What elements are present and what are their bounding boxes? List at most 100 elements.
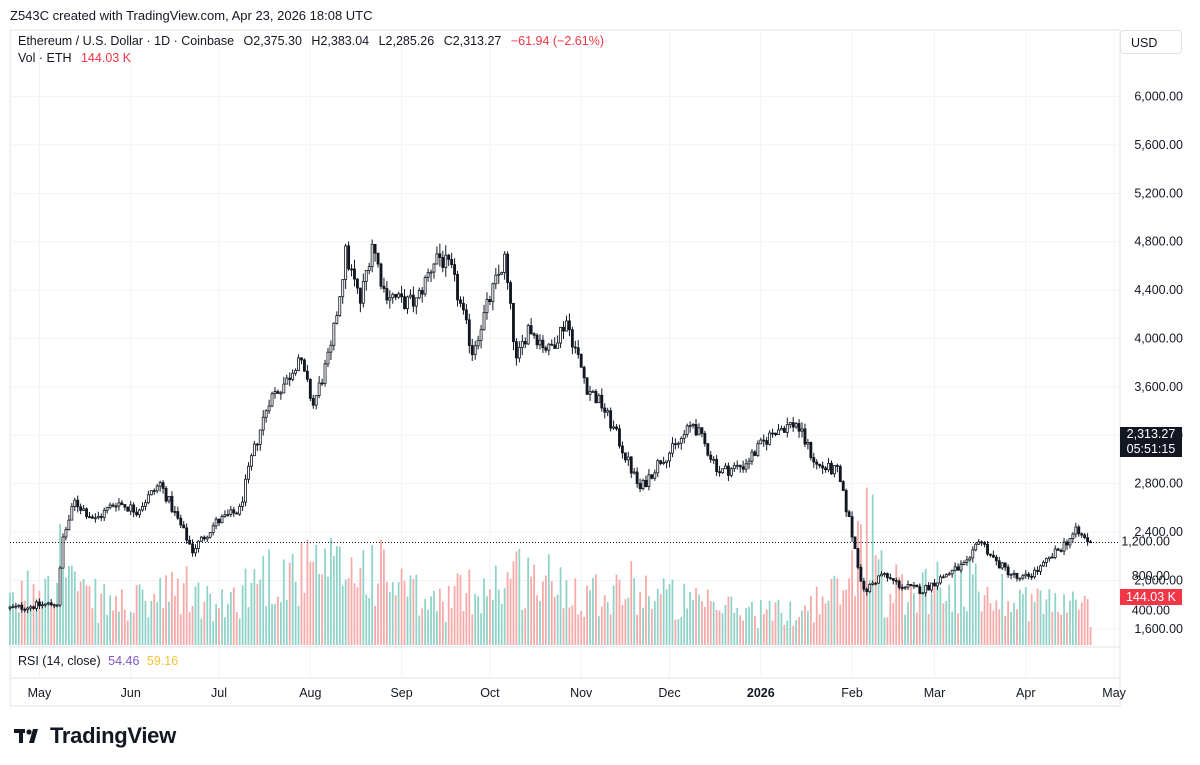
candle-body xyxy=(58,567,62,606)
volume-legend-label[interactable]: Vol · ETH xyxy=(18,51,72,65)
volume-bar xyxy=(939,587,942,645)
symbol-title[interactable]: Ethereum / U.S. Dollar · 1D · Coinbase xyxy=(18,34,235,48)
volume-bar xyxy=(1007,601,1009,645)
volume-bar xyxy=(456,573,459,645)
volume-bar xyxy=(795,620,798,645)
volume-bar xyxy=(571,605,574,645)
candle-body xyxy=(129,504,133,512)
candle-body xyxy=(391,293,395,299)
volume-bar xyxy=(121,589,123,645)
volume-bar xyxy=(430,596,432,645)
candle-body xyxy=(485,299,489,314)
volume-bar xyxy=(1033,601,1036,645)
candle-body xyxy=(202,536,206,540)
volume-bar xyxy=(630,561,633,645)
candle-body xyxy=(67,519,71,530)
volume-bar xyxy=(144,601,147,645)
volume-bar xyxy=(777,599,780,645)
chart-frame xyxy=(9,29,1121,707)
volume-bar xyxy=(394,595,397,645)
time-axis[interactable]: May Jun Jul Aug Sep Oct Nov Dec 2026 Feb Mar Apr May xyxy=(28,686,1127,700)
volume-bar xyxy=(650,608,653,645)
candle-body xyxy=(96,516,100,519)
candle-body xyxy=(20,604,24,610)
volume-bar xyxy=(123,609,126,645)
tradingview-logo-icon xyxy=(14,729,38,743)
candle-body xyxy=(950,569,954,575)
tradingview-logo[interactable]: TradingView xyxy=(14,723,176,749)
volume-bar xyxy=(215,603,217,645)
tradingview-logo-text: TradingView xyxy=(50,723,176,748)
candle-body xyxy=(947,573,951,576)
rsi-label[interactable]: RSI (14, close) xyxy=(18,654,101,668)
candle-body xyxy=(885,573,889,579)
volume-bar xyxy=(1063,594,1065,645)
candle-body xyxy=(721,468,724,474)
volume-bar xyxy=(547,554,550,645)
volume-bar xyxy=(627,597,630,645)
volume-bar xyxy=(171,572,173,645)
candle-body xyxy=(585,377,589,395)
candle-body xyxy=(514,341,518,359)
volume-bar xyxy=(35,598,38,645)
volume-bar xyxy=(942,603,945,645)
current-price-tag: 2,313.27 05:51:15 xyxy=(1120,427,1182,457)
candle-body xyxy=(52,604,56,607)
volume-bar xyxy=(29,606,32,645)
volume-bar xyxy=(668,584,671,645)
candle-body xyxy=(17,604,21,607)
price-tick-label: 4,800.00 xyxy=(1134,235,1183,249)
volume-bar xyxy=(980,611,983,645)
volume-bar xyxy=(724,604,727,645)
volume-bar xyxy=(56,582,58,645)
volume-bar xyxy=(1066,612,1068,645)
candle-body xyxy=(467,319,471,346)
currency-button[interactable]: USD xyxy=(1120,30,1182,54)
candle-body xyxy=(1003,562,1007,568)
candle-body xyxy=(282,383,286,394)
candle-body xyxy=(43,603,47,606)
candle-body xyxy=(1024,573,1028,577)
candle-body xyxy=(82,508,86,511)
candle-body xyxy=(311,397,315,406)
volume-bar xyxy=(809,595,812,645)
candle-body xyxy=(986,543,989,555)
volume-bar xyxy=(179,614,182,645)
candle-body xyxy=(623,452,627,461)
candle-body xyxy=(641,479,645,490)
volume-bar xyxy=(960,562,962,645)
candle-body xyxy=(373,243,377,254)
volume-bar xyxy=(765,609,768,645)
candle-body xyxy=(859,566,863,582)
candle-body xyxy=(656,460,660,474)
volume-bar xyxy=(539,601,541,645)
candle-body xyxy=(99,516,103,518)
candle-body xyxy=(644,479,648,488)
volume-legend[interactable]: Vol · ETH 144.03 K xyxy=(18,51,131,65)
candle-body xyxy=(682,433,686,439)
candle-body xyxy=(588,391,592,395)
volume-bar xyxy=(1001,573,1004,645)
rsi-legend[interactable]: RSI (14, close) 54.46 59.16 xyxy=(18,654,178,668)
time-tick-label: 2026 xyxy=(747,686,775,700)
candle-body xyxy=(600,394,604,409)
candle-body xyxy=(1030,575,1034,578)
candle-body xyxy=(476,339,480,347)
volume-bar xyxy=(883,617,886,645)
volume-bar xyxy=(250,582,253,645)
volume-bar xyxy=(129,611,132,645)
candle-body xyxy=(738,464,742,468)
candle-body xyxy=(1056,548,1060,551)
volume-bar xyxy=(297,605,300,645)
candle-body xyxy=(438,253,442,258)
current-price-label: 2,313.27 xyxy=(1126,427,1176,441)
candle-body xyxy=(453,264,457,275)
candle-body xyxy=(382,285,386,289)
volume-bar xyxy=(1016,609,1018,645)
volume-bar xyxy=(309,562,312,645)
candle-body xyxy=(276,391,280,394)
time-tick-label: May xyxy=(1102,686,1126,700)
candle-body xyxy=(406,296,409,309)
symbol-legend[interactable]: Ethereum / U.S. Dollar · 1D · Coinbase O… xyxy=(18,34,604,48)
